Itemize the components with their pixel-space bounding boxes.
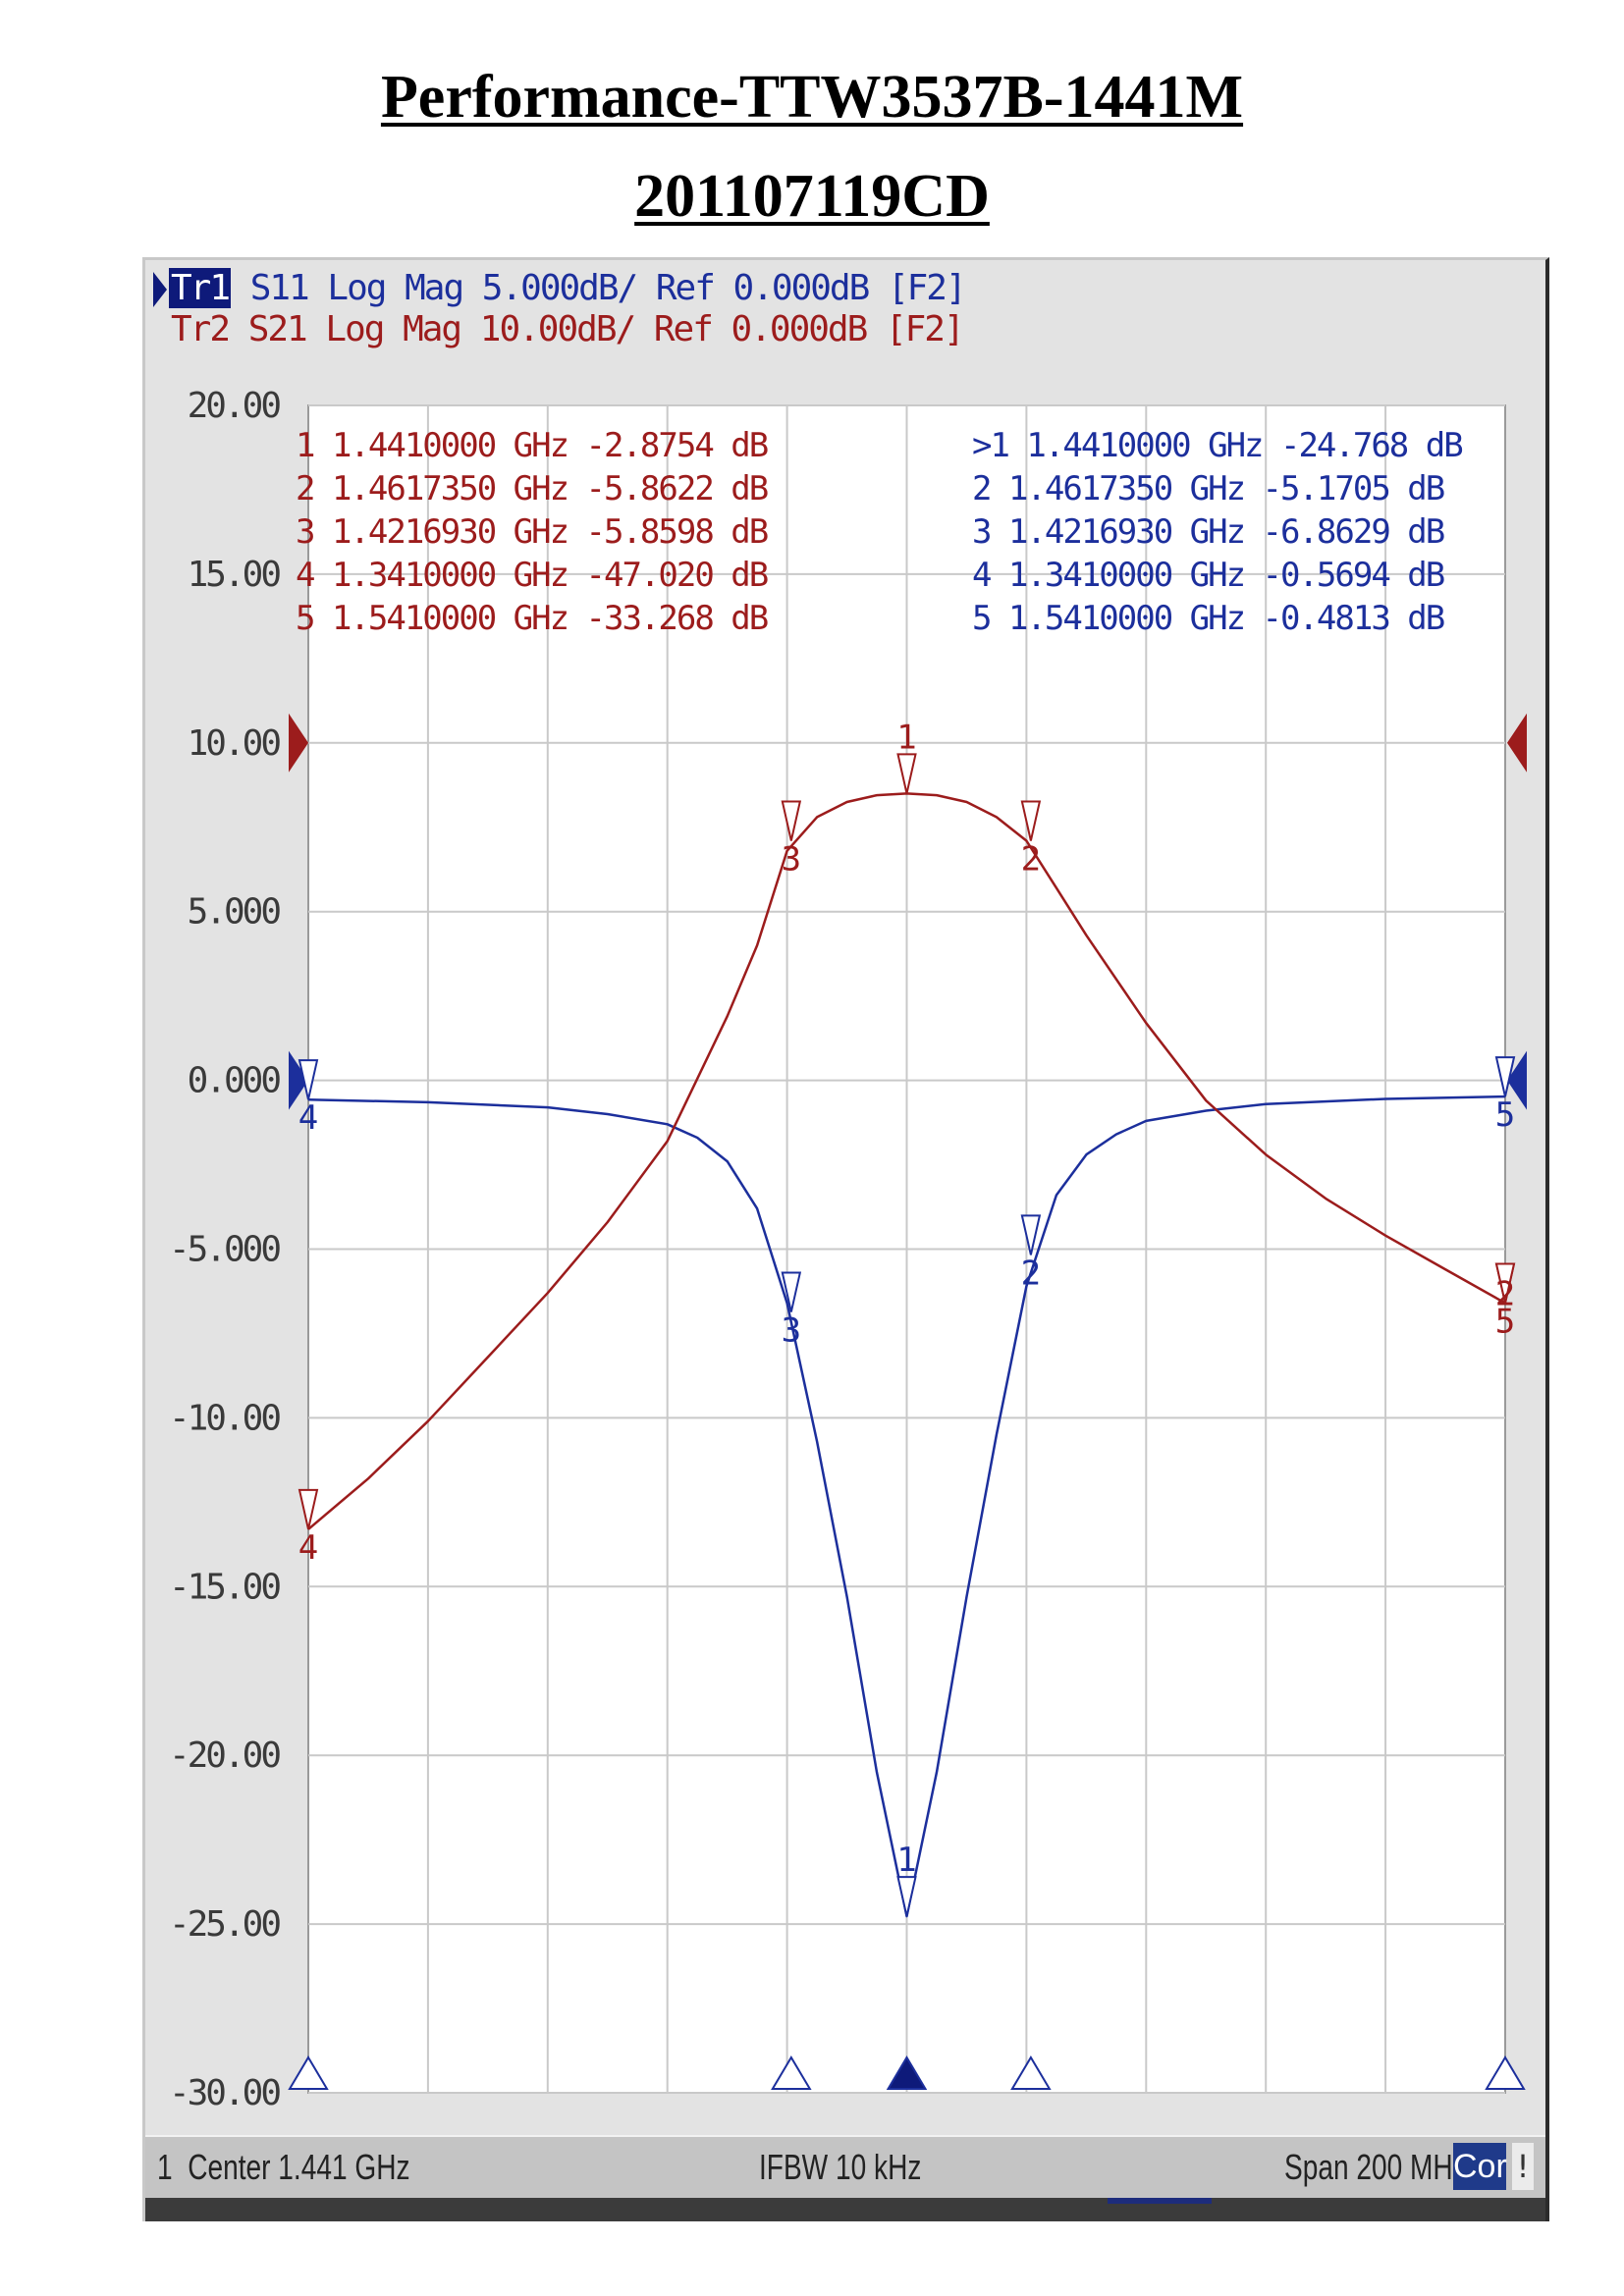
trace-marker-icon	[896, 753, 917, 794]
s11-marker-readout: >1 1.4410000 GHz -24.768 dB	[972, 426, 1462, 465]
page-title-text: Performance-TTW3537B-1441M	[380, 64, 1244, 131]
analyzer-screen: Tr1 S11 Log Mag 5.000dB/ Ref 0.000dB [F2…	[142, 257, 1549, 2221]
ref-level-arrow-icon	[289, 713, 308, 773]
trace-marker-label: 2	[1021, 840, 1041, 880]
chart-plot: 20.00 15.00 10.00 5.000 0.000 -5.000 -10.00 -15…	[169, 386, 1527, 2113]
page-title: Performance-TTW3537B-1441M	[0, 63, 1624, 133]
trace2-settings: Tr2 S21 Log Mag 10.00dB/ Ref 0.000dB [F2…	[171, 309, 965, 349]
y-tick-label: -20.00	[169, 1735, 280, 1776]
trace-marker-icon	[1494, 1056, 1516, 1097]
trace-marker-label: 5	[1495, 1303, 1515, 1342]
s11-marker-readout: 5 1.5410000 GHz -0.4813 dB	[972, 599, 1444, 638]
trace-marker-label: 3	[782, 840, 801, 880]
page-subtitle: 201107119CD	[0, 162, 1624, 232]
ref-level-arrow-icon	[1507, 713, 1527, 773]
y-tick-label: -30.00	[169, 2073, 280, 2113]
bottom-marker-icon	[1010, 2056, 1052, 2090]
trace-marker-icon	[781, 800, 802, 841]
y-tick-label: -25.00	[169, 1904, 280, 1945]
status-ifbw[interactable]: IFBW 10 kHz	[759, 2147, 922, 2187]
s11-marker-readout: 3 1.4216930 GHz -6.8629 dB	[972, 512, 1444, 552]
warning-indicator[interactable]: !	[1512, 2143, 1534, 2190]
s21-marker-readout: 1 1.4410000 GHz -2.8754 dB	[296, 426, 768, 465]
s21-marker-readout: 4 1.3410000 GHz -47.020 dB	[296, 556, 768, 595]
trace-marker-label: 3	[782, 1311, 801, 1351]
bottom-marker-icon	[1485, 2056, 1526, 2090]
y-tick-label: 5.000	[188, 892, 281, 933]
trace-marker-label: 4	[298, 1528, 318, 1568]
y-tick-label: 10.00	[188, 723, 281, 764]
correction-indicator[interactable]: Cor	[1453, 2143, 1507, 2190]
trace1-label[interactable]: Tr1 S11 Log Mag 5.000dB/ Ref 0.000dB [F2…	[153, 268, 967, 308]
trace2-label[interactable]: Tr2 S21 Log Mag 10.00dB/ Ref 0.000dB [F2…	[171, 309, 965, 349]
ref-level-arrow-icon	[1507, 1050, 1527, 1110]
trace-marker-icon	[1020, 1214, 1042, 1255]
bottom-tab-strip	[145, 2198, 1545, 2221]
bottom-marker-icon	[288, 2056, 329, 2090]
s21-marker-readout: 2 1.4617350 GHz -5.8622 dB	[296, 469, 768, 508]
y-tick-label: 15.00	[188, 555, 281, 595]
status-bar: 1 Center 1.441 GHz IFBW 10 kHz Span 200 …	[145, 2135, 1545, 2200]
ref-level-arrow-icon	[289, 1050, 308, 1110]
trace-marker-label: 1	[896, 718, 916, 757]
trace-marker-label: 2	[1021, 1254, 1041, 1293]
trace-marker-icon	[896, 1876, 917, 1917]
trace-marker-icon	[1494, 1262, 1516, 1304]
trace-marker-icon	[298, 1488, 319, 1530]
s11-marker-readout: 4 1.3410000 GHz -0.5694 dB	[972, 556, 1444, 595]
trace1-settings: S11 Log Mag 5.000dB/ Ref 0.000dB [F2]	[231, 268, 967, 308]
trace-marker-label: 1	[896, 1841, 916, 1880]
status-span[interactable]: Span 200 MHz	[1284, 2147, 1467, 2187]
page-subtitle-text: 201107119CD	[634, 163, 990, 230]
bottom-marker-icon	[886, 2056, 928, 2090]
active-trace-arrow-icon	[153, 272, 167, 307]
bottom-marker-icon	[771, 2056, 812, 2090]
y-tick-label: -15.00	[169, 1567, 280, 1607]
y-tick-label: 20.00	[188, 386, 281, 426]
s21-marker-readout: 3 1.4216930 GHz -5.8598 dB	[296, 512, 768, 552]
y-tick-label: 0.000	[188, 1061, 281, 1101]
s21-marker-readout: 5 1.5410000 GHz -33.268 dB	[296, 599, 768, 638]
trace-marker-icon	[1020, 800, 1042, 841]
y-tick-label: -5.000	[169, 1230, 280, 1270]
trace-marker-label: 5	[1495, 1095, 1515, 1135]
s11-marker-readout: 2 1.4617350 GHz -5.1705 dB	[972, 469, 1444, 508]
status-center-frequency[interactable]: 1 Center 1.441 GHz	[157, 2147, 410, 2187]
trace1-badge[interactable]: Tr1	[169, 268, 231, 308]
trace-marker-icon	[781, 1271, 802, 1312]
trace-marker-label: 4	[298, 1098, 318, 1138]
y-tick-label: -10.00	[169, 1398, 280, 1438]
trace-marker-label: 2	[1495, 1275, 1515, 1314]
trace-marker-icon	[298, 1059, 319, 1100]
tab-slot[interactable]	[1108, 2198, 1212, 2204]
